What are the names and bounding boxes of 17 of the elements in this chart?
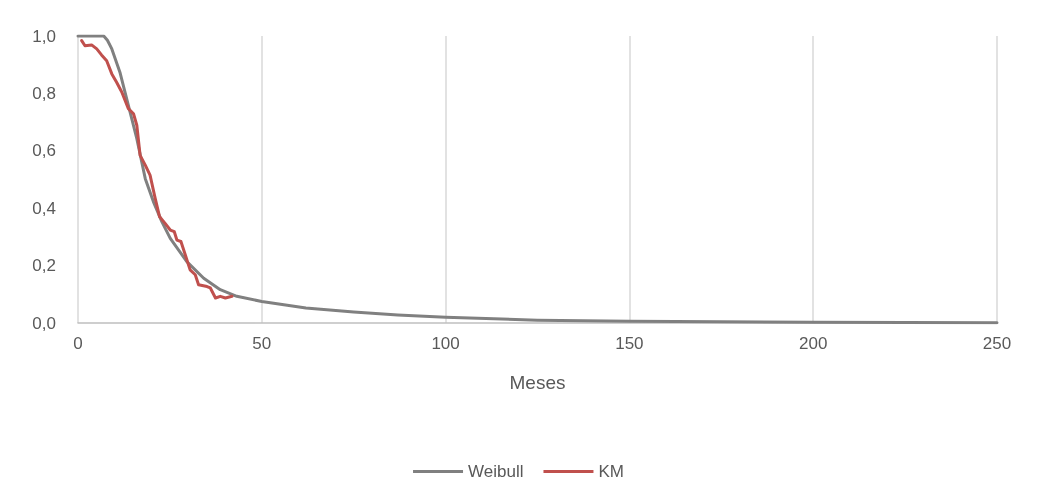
y-tick-label: 0,2 bbox=[32, 256, 56, 276]
y-tick-label: 0,0 bbox=[32, 313, 56, 333]
legend-label: Weibull bbox=[468, 462, 524, 481]
x-tick-label: 50 bbox=[252, 334, 272, 353]
x-tick-label: 200 bbox=[799, 334, 828, 353]
x-tick-label: 150 bbox=[615, 334, 644, 353]
y-tick-label: 0,6 bbox=[32, 141, 56, 161]
y-tick-label: 0,8 bbox=[32, 83, 56, 103]
line-series bbox=[80, 39, 234, 300]
legend-label: KM bbox=[598, 462, 624, 481]
y-tick-label: 1,0 bbox=[32, 26, 56, 46]
x-tick-label: 100 bbox=[431, 334, 460, 353]
x-tick-label: 0 bbox=[73, 334, 83, 353]
y-tick-label: 0,4 bbox=[32, 198, 56, 218]
x-axis-title: Meses bbox=[509, 372, 566, 393]
line-series bbox=[76, 34, 999, 325]
x-tick-label: 250 bbox=[982, 334, 1012, 353]
